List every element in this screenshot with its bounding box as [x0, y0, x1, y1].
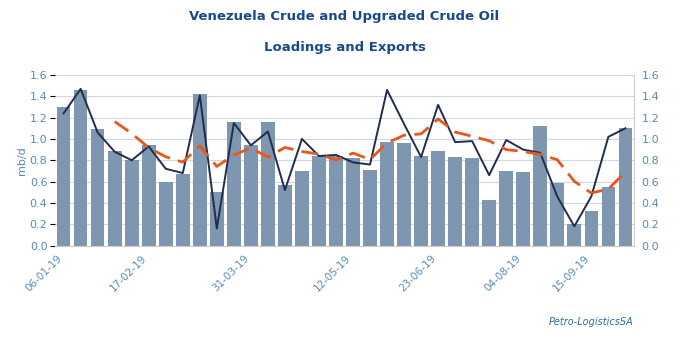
- Bar: [125, 160, 138, 246]
- Bar: [533, 126, 547, 246]
- Bar: [517, 172, 530, 246]
- Bar: [398, 143, 411, 246]
- Bar: [244, 145, 258, 246]
- Bar: [449, 157, 462, 246]
- Bar: [261, 122, 275, 246]
- Bar: [568, 224, 581, 246]
- Bar: [500, 171, 513, 246]
- Bar: [465, 158, 479, 246]
- Bar: [193, 94, 207, 246]
- Bar: [295, 171, 309, 246]
- Bar: [551, 183, 564, 246]
- Text: Loadings and Exports: Loadings and Exports: [264, 41, 425, 54]
- Bar: [431, 151, 445, 246]
- Bar: [142, 145, 156, 246]
- Bar: [278, 185, 291, 246]
- Bar: [346, 158, 360, 246]
- Bar: [74, 90, 88, 246]
- Bar: [159, 181, 172, 246]
- Bar: [176, 174, 189, 246]
- Bar: [414, 156, 428, 246]
- Bar: [108, 151, 121, 246]
- Bar: [380, 142, 394, 246]
- Bar: [584, 211, 598, 246]
- Bar: [210, 192, 224, 246]
- Text: Petro-LogisticsSA: Petro-LogisticsSA: [549, 317, 634, 327]
- Bar: [363, 170, 377, 246]
- Bar: [482, 200, 496, 246]
- Bar: [91, 129, 105, 246]
- Bar: [227, 122, 240, 246]
- Bar: [56, 107, 70, 246]
- Bar: [619, 128, 633, 246]
- Bar: [601, 187, 615, 246]
- Bar: [329, 156, 343, 246]
- Text: Venezuela Crude and Upgraded Crude Oil: Venezuela Crude and Upgraded Crude Oil: [189, 10, 500, 23]
- Bar: [312, 156, 326, 246]
- Y-axis label: mb/d: mb/d: [17, 146, 27, 175]
